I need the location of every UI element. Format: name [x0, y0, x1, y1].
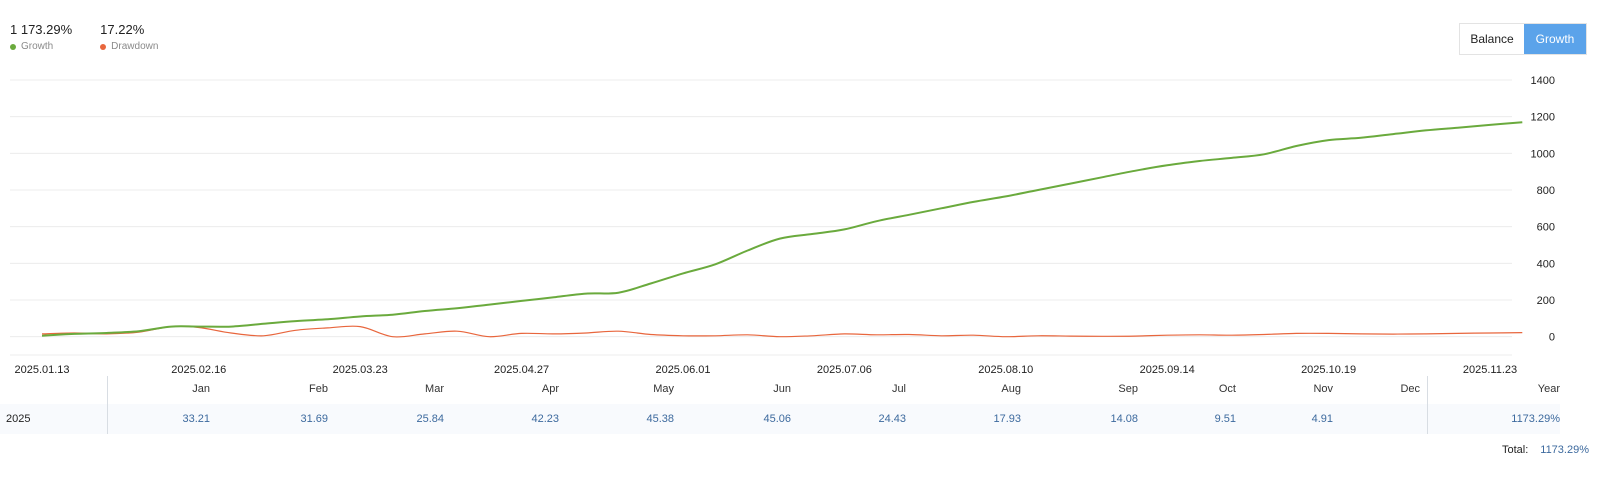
y-axis: 0 200 400 600 800 1000 1200 1400: [1531, 75, 1555, 344]
growth-value: 1 173.29%: [10, 22, 73, 37]
month-value: 31.69: [300, 413, 328, 425]
month-value: 45.38: [646, 413, 674, 425]
drawdown-value: 17.22%: [100, 22, 145, 37]
month-value: 25.84: [416, 413, 444, 425]
series-line-drawdown: [41, 325, 1523, 338]
drawdown-dot-icon: [100, 43, 107, 50]
month-value: 14.08: [1110, 413, 1138, 425]
growth-label: Growth: [21, 41, 54, 52]
x-tick-label: 2025.09.14: [1140, 364, 1195, 376]
balance-button[interactable]: Balance: [1460, 24, 1524, 54]
growth-stat: 1 173.29% Growth: [10, 22, 72, 52]
month-header-oct: Oct: [1218, 383, 1236, 395]
month-header-sep: Sep: [1118, 383, 1138, 395]
y-tick-label: 200: [1537, 295, 1555, 307]
total-summary: Total: 1173.29%: [1502, 444, 1589, 456]
year-header: Year: [1537, 383, 1560, 395]
month-header-jul: Jul: [891, 383, 906, 395]
series-line-growth: [41, 121, 1523, 337]
month-value: 17.93: [993, 413, 1021, 425]
row-year: 2025: [6, 413, 31, 425]
table-header-row: Jan Feb Mar Apr May Jun Jul Aug Sep Oct Nov Dec Year: [0, 376, 1560, 404]
month-header-feb: Feb: [309, 383, 328, 395]
x-tick-label: 2025.03.23: [333, 364, 388, 376]
month-header-apr: Apr: [541, 383, 559, 395]
month-value: 4.91: [1311, 413, 1333, 425]
drawdown-label: Drawdown: [111, 41, 159, 52]
month-value: 9.51: [1214, 413, 1236, 425]
month-header-nov: Nov: [1313, 383, 1333, 395]
total-label: Total:: [1501, 444, 1529, 456]
x-axis: 2025.01.13 2025.02.16 2025.03.23 2025.04.27…: [14, 364, 1517, 376]
y-tick-label: 600: [1537, 222, 1555, 234]
table-divider-right: [1427, 376, 1428, 434]
y-tick-label: 0: [1549, 332, 1555, 344]
monthly-returns-table: Jan Feb Mar Apr May Jun Jul Aug Sep Oct Nov Dec Year…: [0, 376, 1560, 434]
x-tick-label: 2025.04.27: [494, 364, 549, 376]
month-value: 24.43: [878, 413, 906, 425]
grid-lines: [10, 79, 1512, 356]
row-year-total: 1173.29%: [1511, 413, 1560, 425]
table-divider-left: [107, 376, 108, 434]
y-tick-label: 1400: [1531, 75, 1555, 87]
growth-legend: Growth: [10, 41, 72, 52]
month-header-mar: Mar: [425, 383, 444, 395]
drawdown-legend: Drawdown: [100, 41, 158, 52]
y-tick-label: 400: [1537, 258, 1555, 270]
y-tick-label: 800: [1537, 185, 1555, 197]
total-value: 1173.29%: [1540, 444, 1589, 456]
series-lines: [41, 121, 1523, 338]
month-header-dec: Dec: [1400, 383, 1420, 395]
chart-mode-toggle: Balance Growth: [1459, 23, 1587, 55]
x-tick-label: 2025.02.16: [171, 364, 226, 376]
summary: 1 173.29% Growth 17.22% Drawdown: [10, 22, 158, 52]
growth-dot-icon: [10, 43, 16, 50]
x-tick-label: 2025.11.23: [1463, 364, 1517, 376]
month-value: 42.23: [531, 413, 559, 425]
x-tick-label: 2025.10.19: [1301, 364, 1356, 376]
growth-button[interactable]: Growth: [1524, 24, 1586, 54]
month-header-jun: Jun: [773, 383, 791, 395]
drawdown-stat: 17.22% Drawdown: [100, 22, 158, 52]
y-tick-label: 1200: [1531, 112, 1555, 124]
x-tick-label: 2025.08.10: [978, 364, 1033, 376]
x-tick-label: 2025.01.13: [14, 364, 69, 376]
month-header-aug: Aug: [1001, 383, 1021, 395]
table-row: 2025 33.21 31.69 25.84 42.23 45.38 45.06 24.43 1…: [0, 404, 1560, 434]
y-tick-label: 1000: [1531, 148, 1555, 160]
x-tick-label: 2025.07.06: [817, 364, 872, 376]
x-tick-label: 2025.06.01: [655, 364, 710, 376]
month-value: 45.06: [763, 413, 791, 425]
table-body: 2025 33.21 31.69 25.84 42.23 45.38 45.06 24.43 1…: [0, 404, 1560, 434]
month-header-may: May: [653, 383, 674, 395]
month-header-jan: Jan: [192, 383, 210, 395]
month-value: 33.21: [182, 413, 210, 425]
